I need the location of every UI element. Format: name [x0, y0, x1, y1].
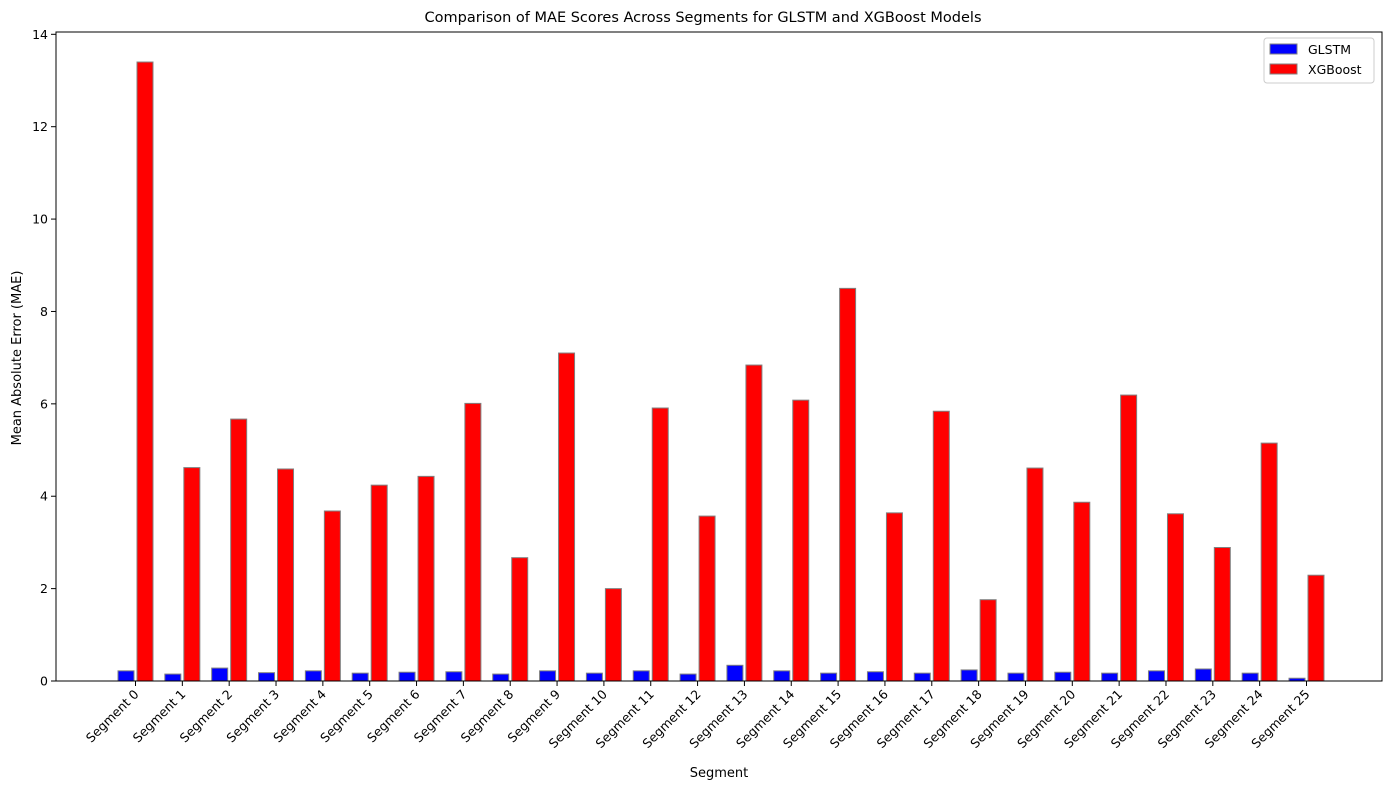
- legend: GLSTM XGBoost: [1263, 37, 1375, 84]
- bar-xgboost-7: [464, 402, 482, 682]
- bar-glstm-18: [960, 669, 978, 682]
- bar-xgboost-15: [839, 287, 857, 682]
- y-tick-label: 2: [40, 581, 48, 596]
- bar-xgboost-11: [651, 407, 669, 682]
- bar-xgboost-16: [885, 512, 903, 682]
- bar-xgboost-10: [604, 588, 622, 682]
- bar-glstm-10: [585, 672, 603, 682]
- axes-frame: [55, 31, 1383, 682]
- bar-xgboost-1: [183, 467, 201, 682]
- bar-glstm-5: [351, 672, 369, 682]
- legend-swatch-glstm: [1269, 43, 1298, 55]
- bar-xgboost-17: [932, 410, 950, 682]
- bar-glstm-14: [773, 670, 791, 682]
- y-tick-label: 14: [32, 27, 48, 42]
- bar-glstm-4: [304, 670, 322, 682]
- bar-glstm-22: [1147, 670, 1165, 682]
- bar-xgboost-0: [136, 61, 154, 682]
- bar-xgboost-25: [1307, 574, 1325, 682]
- bar-xgboost-12: [698, 515, 716, 682]
- bar-glstm-16: [866, 671, 884, 682]
- bar-glstm-19: [1007, 672, 1025, 682]
- legend-label-glstm: GLSTM: [1308, 42, 1351, 57]
- y-tick-label: 8: [40, 304, 48, 319]
- y-tick-label: 6: [40, 396, 48, 411]
- bar-xgboost-5: [370, 484, 388, 682]
- bar-xgboost-21: [1120, 394, 1138, 682]
- bar-xgboost-6: [417, 475, 435, 682]
- bar-xgboost-24: [1260, 442, 1278, 682]
- bar-glstm-1: [164, 673, 182, 682]
- bar-glstm-23: [1194, 668, 1212, 682]
- bar-xgboost-2: [230, 418, 248, 682]
- bar-glstm-9: [539, 670, 557, 682]
- legend-swatch-xgboost: [1269, 63, 1298, 75]
- plot-area: [117, 61, 1325, 682]
- bar-glstm-6: [398, 671, 416, 682]
- bar-glstm-20: [1054, 671, 1072, 682]
- bar-xgboost-23: [1213, 547, 1231, 682]
- bar-glstm-15: [820, 672, 838, 682]
- bar-glstm-11: [632, 670, 650, 682]
- bar-glstm-7: [445, 671, 463, 682]
- y-tick-label: 4: [40, 489, 48, 504]
- bar-glstm-13: [726, 664, 744, 682]
- bar-xgboost-8: [511, 557, 529, 682]
- bar-glstm-21: [1101, 672, 1119, 682]
- bar-glstm-12: [679, 673, 697, 682]
- bar-glstm-17: [913, 672, 931, 682]
- bar-glstm-8: [492, 673, 510, 682]
- bar-xgboost-3: [277, 468, 295, 682]
- bar-xgboost-22: [1166, 513, 1184, 682]
- bar-glstm-2: [211, 667, 229, 682]
- bar-xgboost-13: [745, 364, 763, 682]
- bar-glstm-0: [117, 670, 135, 682]
- bar-xgboost-18: [979, 599, 997, 682]
- bar-glstm-3: [258, 672, 276, 682]
- bar-glstm-24: [1241, 672, 1259, 682]
- legend-label-xgboost: XGBoost: [1308, 62, 1362, 77]
- y-axis-label: Mean Absolute Error (MAE): [10, 271, 25, 446]
- bar-xgboost-14: [792, 399, 810, 682]
- bar-xgboost-9: [558, 352, 576, 682]
- y-tick-label: 12: [32, 119, 48, 134]
- bar-xgboost-20: [1073, 501, 1091, 682]
- x-axis-label: Segment: [690, 766, 749, 781]
- bar-xgboost-19: [1026, 467, 1044, 682]
- bar-xgboost-4: [323, 510, 341, 682]
- chart-title: Comparison of MAE Scores Across Segments…: [425, 10, 982, 26]
- y-tick-label: 10: [32, 212, 48, 227]
- y-tick-label: 0: [40, 674, 48, 689]
